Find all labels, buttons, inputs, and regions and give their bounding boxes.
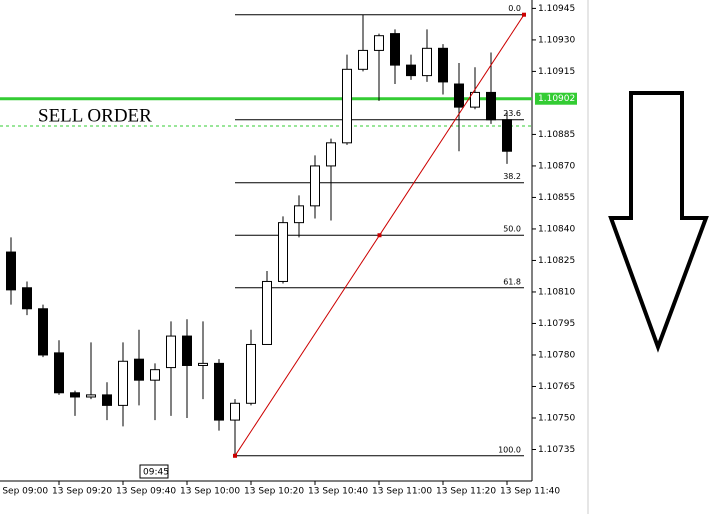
candle-body	[406, 64, 416, 77]
y-tick-label: 1.10855	[538, 193, 575, 203]
candle-body	[38, 308, 48, 356]
y-tick-label: 1.10840	[538, 224, 575, 234]
candle-body	[326, 142, 336, 167]
fib-label: 0.0	[508, 4, 521, 13]
y-tick-label: 1.10810	[538, 287, 575, 297]
candle-body	[342, 68, 352, 144]
fib-label: 50.0	[503, 225, 521, 234]
y-tick-label: 1.10735	[538, 445, 575, 455]
y-tick-label: 1.10825	[538, 256, 575, 266]
x-tick-label: 13 Sep 10:40	[308, 487, 368, 497]
y-tick-label: 1.10930	[538, 35, 575, 45]
candle-body	[262, 280, 272, 345]
fib-label: 61.8	[503, 277, 521, 286]
x-tick-label: 13 Sep 11:40	[500, 487, 560, 497]
y-tick-label: 1.10765	[538, 382, 575, 392]
y-tick-label: 1.10885	[538, 130, 575, 140]
candle-body	[374, 35, 384, 51]
fib-label: 38.2	[503, 172, 521, 181]
fib-anchor	[377, 233, 382, 238]
x-tick-label: 13 Sep 09:20	[52, 487, 112, 497]
candle-body	[422, 47, 432, 77]
candle-body	[150, 369, 160, 381]
candle-body	[102, 394, 112, 406]
candle-body	[358, 49, 368, 70]
crosshair-label: 09:45	[143, 468, 169, 478]
candle-body	[470, 91, 480, 108]
fib-anchor	[522, 12, 526, 17]
candle-body	[134, 358, 144, 381]
candle-body	[54, 352, 64, 394]
x-tick-label: 13 Sep 10:20	[244, 487, 304, 497]
y-tick-label: 1.10870	[538, 161, 575, 171]
y-tick-label: 1.10780	[538, 350, 575, 360]
candle-body	[22, 287, 32, 310]
fib-label: 100.0	[498, 445, 521, 454]
candle-body	[86, 394, 96, 398]
y-tick-label: 1.10750	[538, 413, 575, 423]
annotation: SELL ORDER	[38, 105, 152, 126]
candle-body	[230, 402, 240, 421]
candle-body	[214, 362, 224, 421]
candle-body	[390, 33, 400, 66]
candle-body	[454, 83, 464, 108]
candle-body	[166, 335, 176, 369]
x-tick-label: 13 Sep 11:00	[372, 487, 432, 497]
down-arrow	[608, 91, 709, 353]
candle-body	[486, 91, 496, 121]
candle-body	[294, 205, 304, 224]
candle-body	[182, 335, 192, 366]
x-tick-label: 13 Sep 11:20	[436, 487, 496, 497]
candle-body	[278, 222, 288, 282]
y-tick-label: 1.10915	[538, 67, 575, 77]
candle-body	[6, 251, 16, 291]
x-tick-label: 13 Sep 10:00	[180, 487, 240, 497]
x-tick-label: 13 Sep 09:40	[116, 487, 176, 497]
fib-anchor	[233, 453, 237, 458]
candle-body	[502, 119, 512, 152]
candle-body	[198, 362, 208, 366]
fib-label: 23.6	[503, 109, 521, 118]
candle-body	[438, 47, 448, 83]
candle-body	[70, 392, 80, 398]
crosshair-box	[139, 464, 169, 479]
candle-body	[118, 360, 128, 406]
candle-body	[310, 165, 320, 207]
price-box	[535, 92, 577, 105]
candle-body	[246, 343, 256, 404]
price-label: 1.10902	[538, 94, 575, 104]
y-tick-label: 1.10945	[538, 4, 575, 14]
x-tick-label: 13 Sep 09:00	[0, 487, 48, 497]
y-tick-label: 1.10795	[538, 319, 575, 329]
